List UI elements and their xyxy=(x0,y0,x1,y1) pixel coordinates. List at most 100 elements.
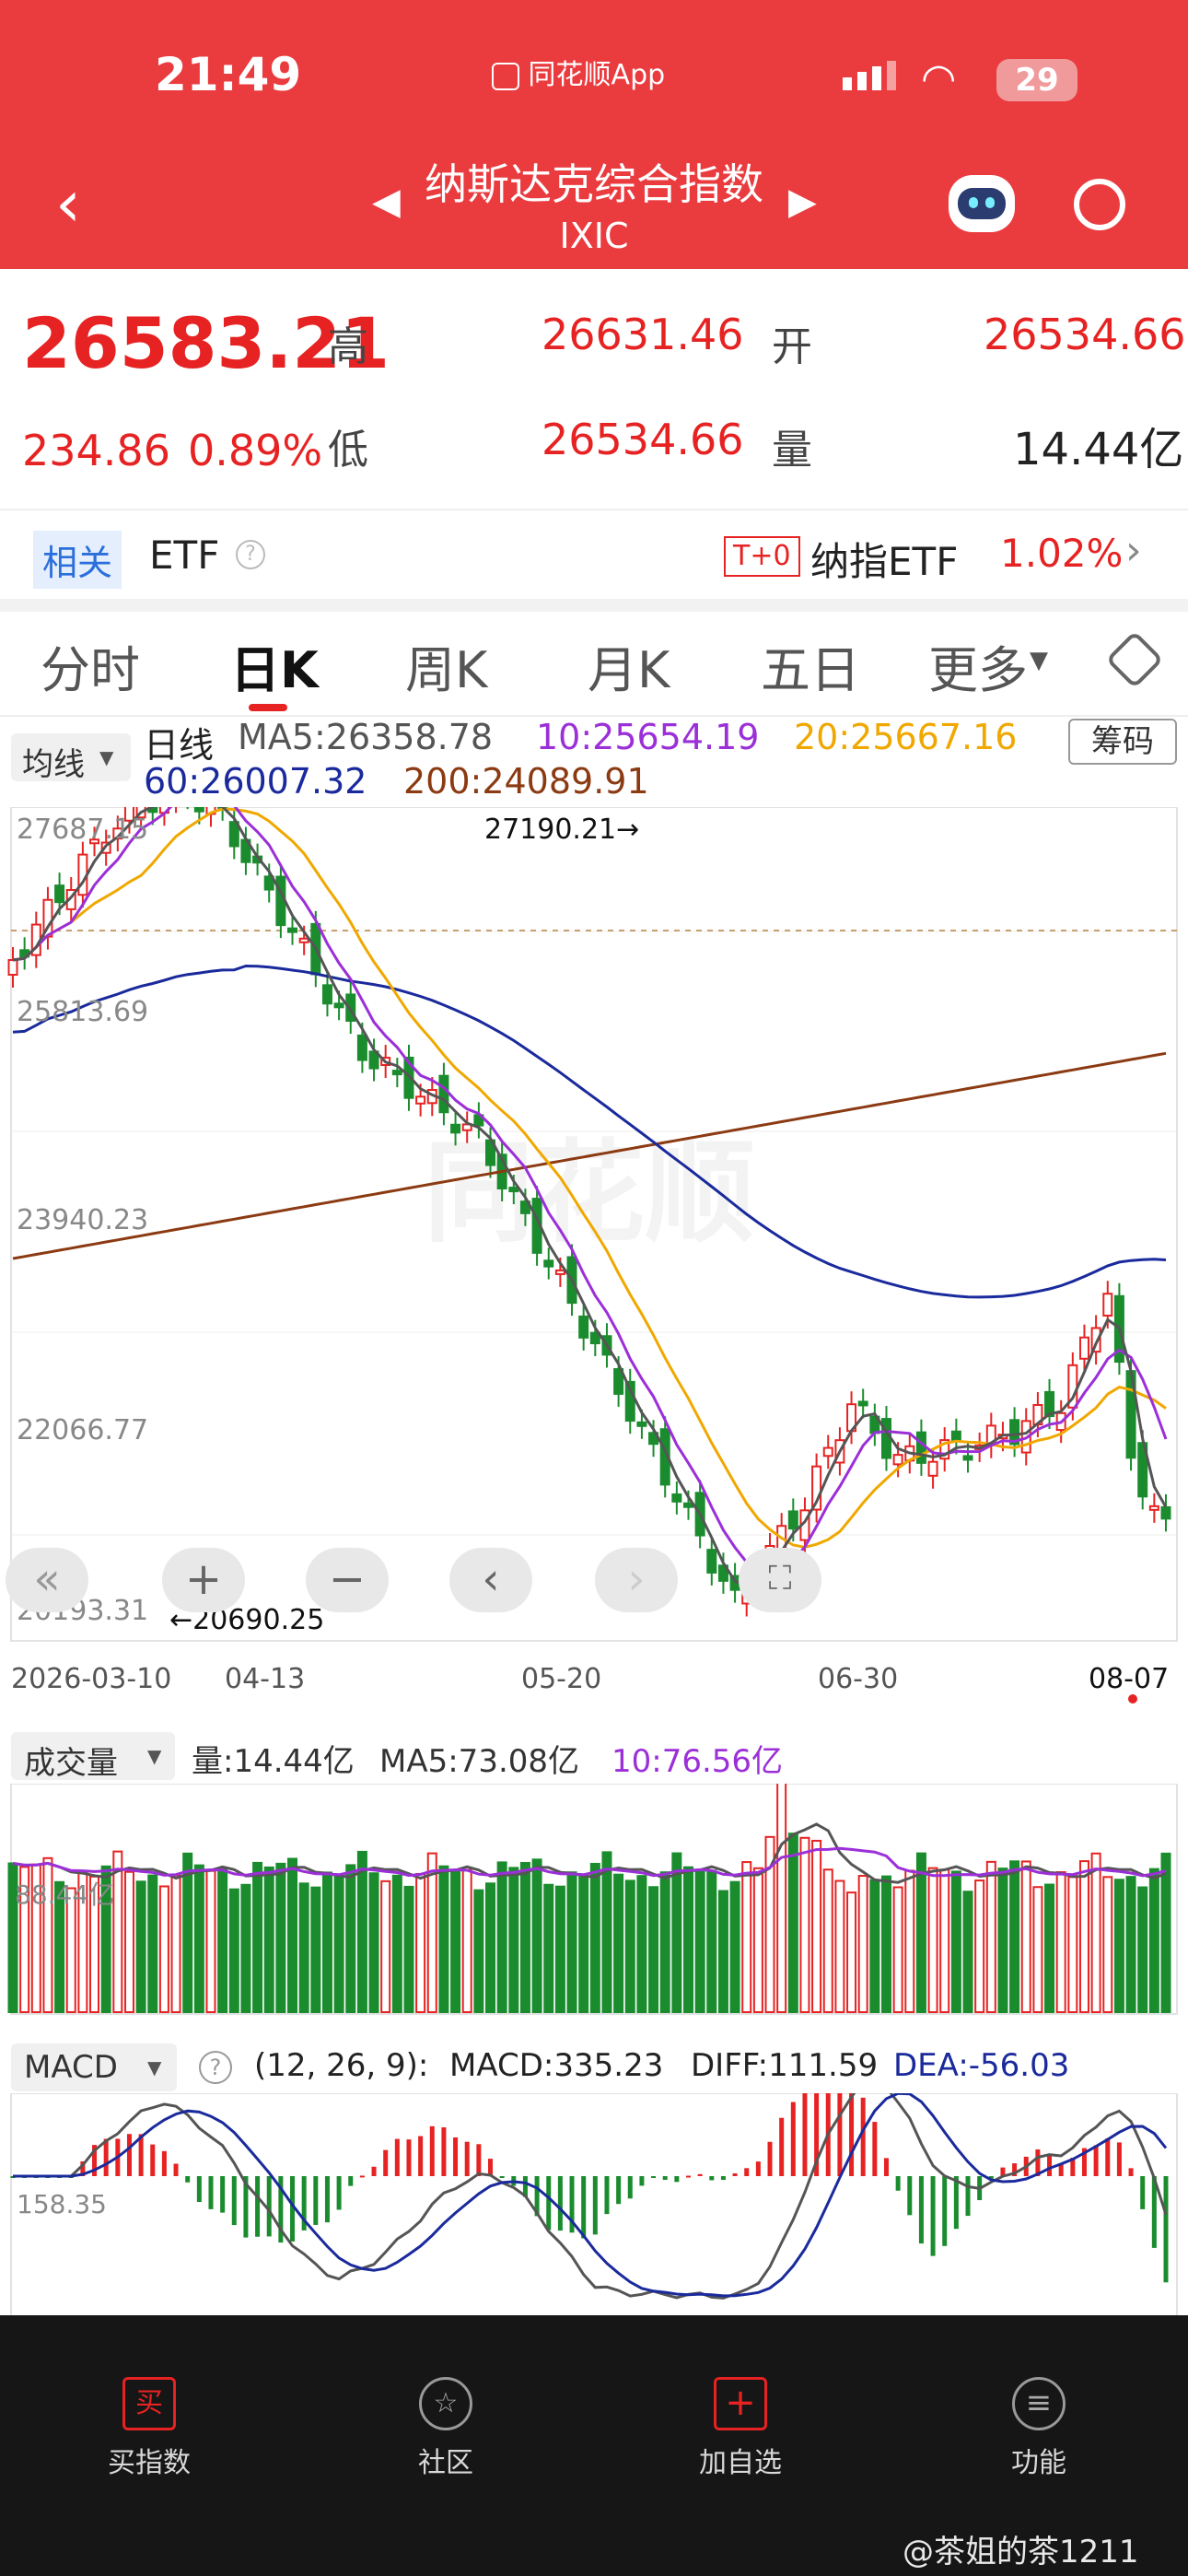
ma5-value: MA5:26358.78 xyxy=(238,717,494,757)
search-icon[interactable] xyxy=(1074,179,1125,230)
macd-bar xyxy=(953,2176,959,2230)
candle-body xyxy=(54,884,65,904)
nav-community[interactable]: ☆ 社区 xyxy=(354,2377,538,2480)
chevron-right-icon[interactable]: › xyxy=(1125,527,1142,574)
macd-bar xyxy=(651,2176,657,2178)
chevron-down-icon: ▼ xyxy=(147,2056,162,2078)
macd-bar xyxy=(1070,2158,1076,2176)
volume-ma10-line xyxy=(12,1846,1167,1878)
macd-bar xyxy=(266,2176,272,2237)
macd-bar xyxy=(814,2093,820,2176)
nav-add-watchlist[interactable]: + 加自选 xyxy=(648,2377,833,2480)
candle-body xyxy=(7,959,18,976)
macd-bar xyxy=(767,2141,773,2176)
macd-bar xyxy=(709,2176,715,2181)
macd-bar xyxy=(441,2127,447,2176)
back-icon[interactable]: ‹ xyxy=(55,166,81,241)
open-label: 开 xyxy=(772,323,812,370)
settings-icon[interactable] xyxy=(1105,630,1164,689)
macd-bar xyxy=(872,2122,878,2176)
prev-index-arrow-icon[interactable]: ◀ xyxy=(372,181,401,223)
candle-body xyxy=(857,1400,868,1407)
candle-body xyxy=(438,1074,449,1114)
candle-body xyxy=(147,807,158,814)
chip-distribution-button[interactable]: 筹码 xyxy=(1068,719,1177,765)
tab-monthly-k[interactable]: 月K xyxy=(588,641,670,699)
volume-bar xyxy=(857,1875,868,2013)
tab-weekly-k[interactable]: 周K xyxy=(405,641,488,699)
ma200-line xyxy=(12,1051,1167,1260)
divider xyxy=(0,715,1188,717)
ma-selector[interactable]: 均线 ▼ xyxy=(11,733,131,783)
macd-bar xyxy=(243,2176,249,2238)
candle-body xyxy=(717,1564,728,1582)
volume-bar xyxy=(217,1868,228,2014)
volume-bar xyxy=(193,1864,204,2013)
volume-bar xyxy=(985,1860,996,2013)
candle-body xyxy=(1044,1390,1055,1418)
help-icon[interactable]: ? xyxy=(199,2051,232,2084)
tab-five-day[interactable]: 五日 xyxy=(761,641,860,699)
menu-icon: ≡ xyxy=(1012,2377,1066,2430)
high-label: 高 xyxy=(328,323,368,370)
macd-bar xyxy=(685,2175,691,2178)
candle-body xyxy=(939,1439,950,1460)
macd-bar xyxy=(965,2176,971,2217)
kline-chart[interactable]: 同花顺 27687.15 25813.69 23940.23 22066.77 … xyxy=(0,807,1188,1728)
candle-body xyxy=(391,1070,402,1076)
volume-bar xyxy=(729,1880,740,2014)
candle-body xyxy=(554,1269,565,1275)
macd-selector[interactable]: MACD ▼ xyxy=(11,2043,177,2091)
volume-bar xyxy=(624,1879,635,2013)
volume-bar xyxy=(1067,1876,1078,2013)
macd-bar xyxy=(185,2176,191,2183)
volume-bar xyxy=(1044,1883,1055,2014)
tab-intraday[interactable]: 分时 xyxy=(41,641,140,699)
help-icon[interactable]: ? xyxy=(236,540,265,569)
high-marker: 27190.21→ xyxy=(484,814,639,846)
volume-bar xyxy=(904,1869,915,2013)
next-index-arrow-icon[interactable]: ▶ xyxy=(788,181,817,223)
volume-bar xyxy=(65,1887,76,2013)
volume-bar xyxy=(997,1868,1008,2013)
etf-name[interactable]: 纳指ETF xyxy=(810,539,959,584)
zoom-out-icon[interactable]: − xyxy=(306,1548,389,1612)
volume-bar xyxy=(473,1889,484,2013)
nav-functions[interactable]: ≡ 功能 xyxy=(947,2377,1131,2480)
y-label-0: 27687.15 xyxy=(17,814,148,846)
robot-assistant-icon[interactable] xyxy=(949,175,1015,232)
tab-more[interactable]: 更多 xyxy=(928,641,1028,699)
ma20-line xyxy=(12,807,1167,1549)
pan-right-icon[interactable]: › xyxy=(595,1548,678,1612)
macd-bar xyxy=(255,2176,261,2237)
candle-body xyxy=(1160,1505,1171,1520)
macd-bars-group xyxy=(10,2093,1169,2283)
macd-bar xyxy=(359,2175,365,2178)
volume-bar xyxy=(100,1865,111,2013)
divider xyxy=(0,509,1188,510)
high-value: 26631.46 xyxy=(542,310,744,359)
macd-bar xyxy=(278,2176,284,2243)
pan-left-icon[interactable]: ‹ xyxy=(449,1548,532,1612)
volume-bar xyxy=(764,1835,775,2014)
macd-bar xyxy=(464,2141,470,2176)
zoom-in-icon[interactable]: + xyxy=(162,1548,245,1612)
macd-bar xyxy=(557,2176,563,2231)
battery-icon: 29 xyxy=(996,59,1077,101)
volume-bar xyxy=(1020,1860,1031,2013)
volume-selector[interactable]: 成交量 ▼ xyxy=(11,1732,175,1782)
nav-buy-index[interactable]: 买 买指数 xyxy=(57,2377,241,2480)
macd-bar xyxy=(383,2149,389,2176)
fullscreen-icon[interactable]: ⛶ xyxy=(739,1548,821,1612)
volume-bar xyxy=(170,1874,181,2013)
volume-bar xyxy=(508,1867,519,2013)
related-etf-label[interactable]: ETF xyxy=(149,533,220,578)
tab-daily-k[interactable]: 日K xyxy=(230,641,319,699)
macd-params: (12, 26, 9): xyxy=(254,2047,429,2084)
volume-bar xyxy=(706,1869,717,2013)
volume-bar xyxy=(450,1869,461,2013)
rewind-icon[interactable]: « xyxy=(6,1548,88,1612)
volume-bar xyxy=(1148,1868,1159,2014)
macd-bar xyxy=(790,2102,796,2176)
today-dot xyxy=(1128,1694,1137,1704)
